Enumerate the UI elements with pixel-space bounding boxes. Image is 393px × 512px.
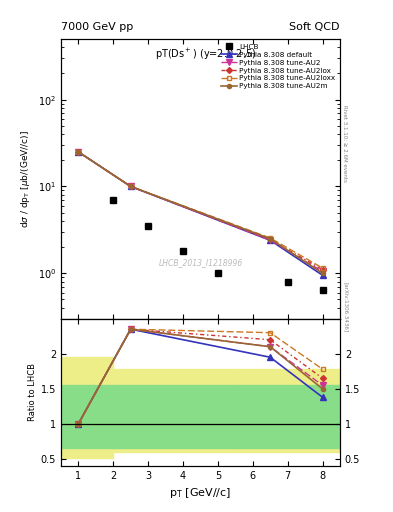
Pythia 8.308 default — [76, 149, 81, 155]
LHCB — [111, 197, 116, 203]
LHCB — [215, 270, 220, 276]
Pythia 8.308 tune-AU2m — [320, 270, 325, 276]
Pythia 8.308 tune-AU2lox — [268, 237, 272, 243]
Line: LHCB: LHCB — [110, 197, 326, 293]
Line: Pythia 8.308 tune-AU2: Pythia 8.308 tune-AU2 — [75, 149, 325, 274]
Text: LHCB_2013_I1218996: LHCB_2013_I1218996 — [158, 258, 242, 267]
Pythia 8.308 tune-AU2loxx — [76, 149, 81, 155]
Line: Pythia 8.308 default: Pythia 8.308 default — [75, 149, 325, 278]
Text: 7000 GeV pp: 7000 GeV pp — [61, 22, 133, 32]
Pythia 8.308 tune-AU2loxx — [128, 183, 133, 189]
Pythia 8.308 tune-AU2loxx — [320, 265, 325, 271]
Text: Rivet 3.1.10; ≥ 2.6M events: Rivet 3.1.10; ≥ 2.6M events — [343, 105, 348, 182]
LHCB — [181, 248, 185, 254]
Pythia 8.308 tune-AU2m — [76, 149, 81, 155]
Pythia 8.308 tune-AU2lox — [320, 267, 325, 273]
Pythia 8.308 tune-AU2lox — [76, 149, 81, 155]
Pythia 8.308 default — [320, 272, 325, 279]
LHCB — [146, 223, 151, 229]
Legend: LHCB, Pythia 8.308 default, Pythia 8.308 tune-AU2, Pythia 8.308 tune-AU2lox, Pyt: LHCB, Pythia 8.308 default, Pythia 8.308… — [219, 42, 336, 91]
Line: Pythia 8.308 tune-AU2loxx: Pythia 8.308 tune-AU2loxx — [76, 150, 325, 270]
Pythia 8.308 tune-AU2m — [268, 236, 272, 242]
Y-axis label: d$\sigma$ / dp$_\mathrm{T}$ [$\mu$b/(GeV//c)]: d$\sigma$ / dp$_\mathrm{T}$ [$\mu$b/(GeV… — [19, 130, 32, 228]
Pythia 8.308 tune-AU2loxx — [268, 235, 272, 241]
X-axis label: p$_\mathrm{T}$ [GeV//c]: p$_\mathrm{T}$ [GeV//c] — [169, 486, 231, 500]
Pythia 8.308 tune-AU2 — [268, 237, 272, 243]
Y-axis label: Ratio to LHCB: Ratio to LHCB — [28, 364, 37, 421]
LHCB — [320, 286, 325, 292]
Pythia 8.308 default — [268, 237, 272, 243]
Pythia 8.308 tune-AU2 — [128, 183, 133, 189]
Pythia 8.308 tune-AU2 — [76, 149, 81, 155]
Pythia 8.308 tune-AU2m — [128, 183, 133, 189]
Text: pT(Ds$^+$) (y=2.0-2.5): pT(Ds$^+$) (y=2.0-2.5) — [155, 47, 257, 62]
Line: Pythia 8.308 tune-AU2m: Pythia 8.308 tune-AU2m — [76, 150, 325, 275]
LHCB — [285, 279, 290, 285]
Pythia 8.308 default — [128, 183, 133, 189]
Pythia 8.308 tune-AU2 — [320, 268, 325, 274]
Text: [arXiv:1306.3436]: [arXiv:1306.3436] — [343, 282, 348, 332]
Line: Pythia 8.308 tune-AU2lox: Pythia 8.308 tune-AU2lox — [76, 150, 325, 272]
Pythia 8.308 tune-AU2lox — [128, 183, 133, 189]
Text: Soft QCD: Soft QCD — [290, 22, 340, 32]
